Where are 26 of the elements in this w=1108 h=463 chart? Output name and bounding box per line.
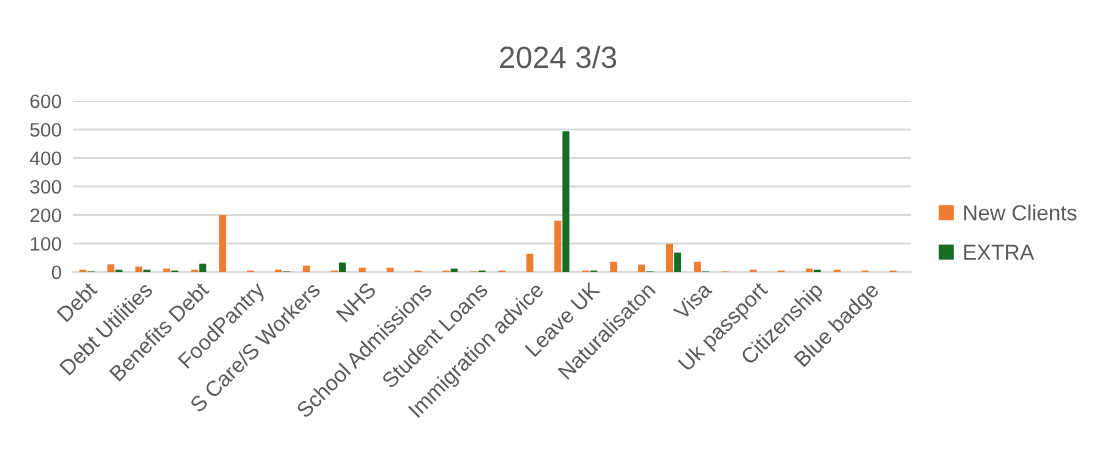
bar xyxy=(135,266,143,272)
bar xyxy=(638,264,646,272)
chart-title: 2024 3/3 xyxy=(500,45,617,69)
bar xyxy=(107,264,115,272)
bar xyxy=(562,131,570,272)
bar xyxy=(554,220,562,272)
legend-label: EXTRA xyxy=(964,244,1035,260)
y-tick-label: 100 xyxy=(30,236,62,251)
y-tick-label: 0 xyxy=(51,265,62,280)
y-tick-label: 600 xyxy=(30,94,62,109)
bar xyxy=(302,265,310,272)
bar xyxy=(386,267,394,272)
bar xyxy=(666,243,674,272)
bar xyxy=(219,215,227,272)
y-tick-label: 200 xyxy=(30,208,62,223)
bar xyxy=(526,253,534,272)
bar xyxy=(358,267,366,272)
bar xyxy=(674,252,682,272)
legend-label: New Clients xyxy=(964,204,1077,221)
bar xyxy=(338,262,346,272)
bar xyxy=(610,261,618,272)
bar xyxy=(693,261,701,272)
y-tick-label: 300 xyxy=(30,179,62,194)
y-tick-label: 400 xyxy=(29,151,62,166)
bar xyxy=(199,263,207,272)
y-tick-label: 500 xyxy=(30,122,62,137)
